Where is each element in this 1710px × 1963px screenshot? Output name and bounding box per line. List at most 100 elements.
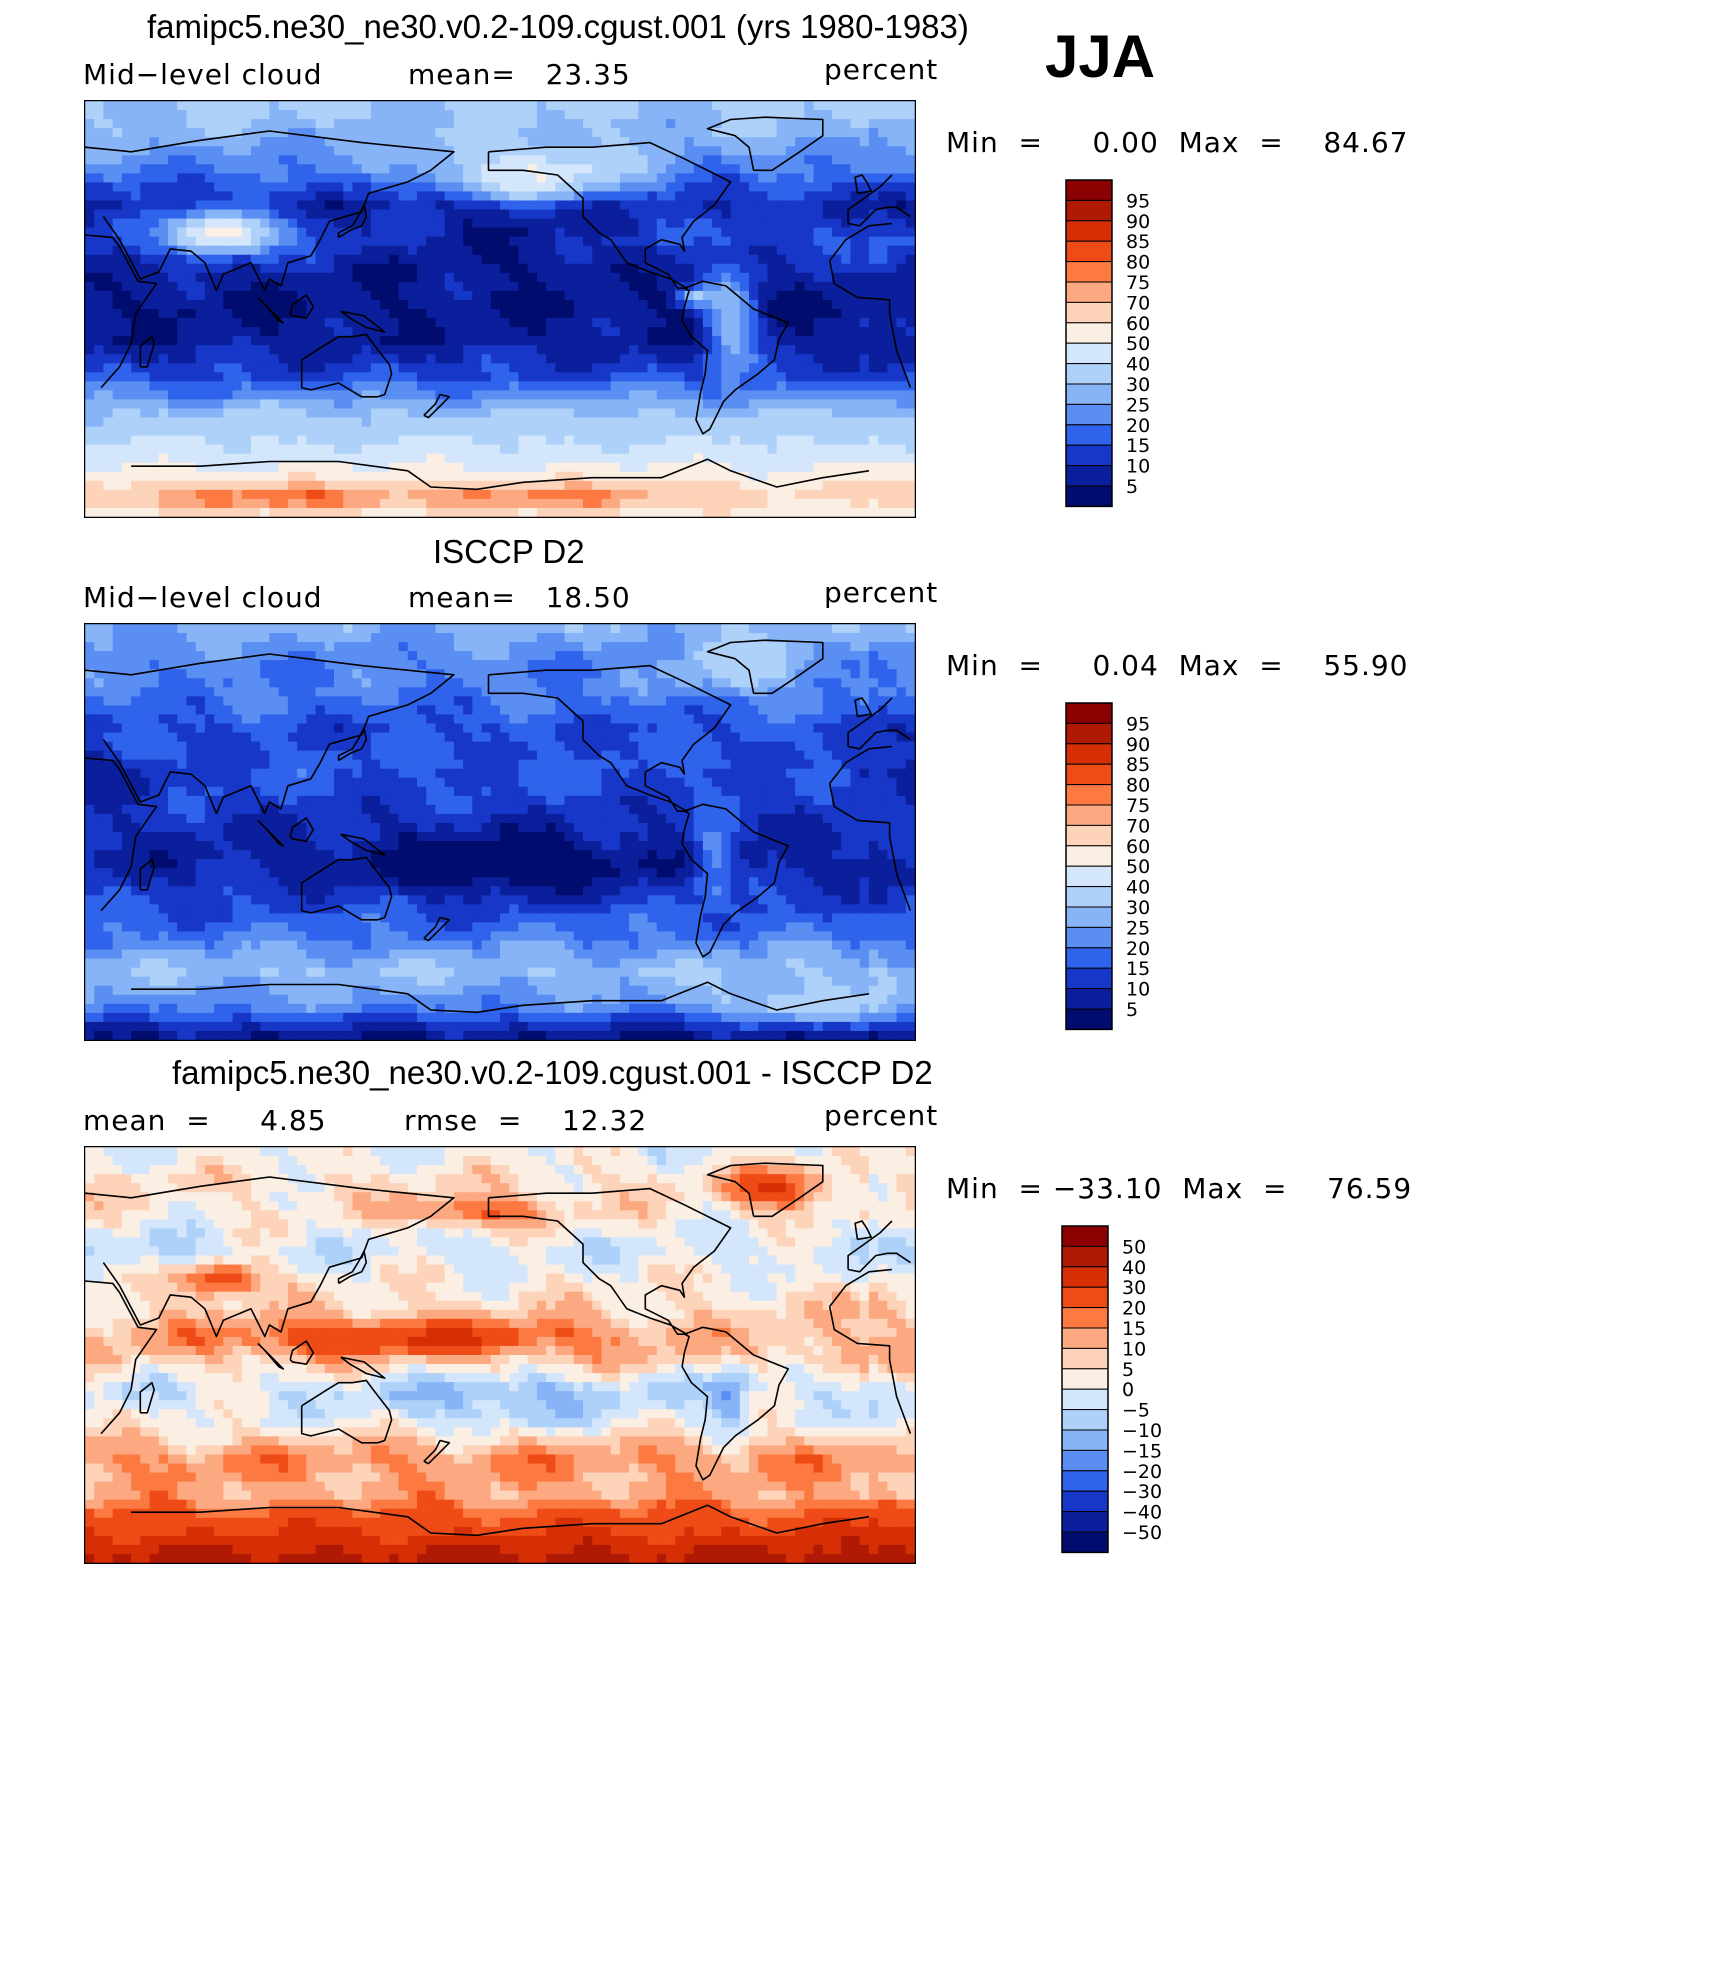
map-cell bbox=[905, 498, 916, 509]
map-cell bbox=[536, 345, 547, 355]
map-cell bbox=[859, 435, 870, 446]
map-cell bbox=[546, 408, 556, 419]
map-cell bbox=[140, 173, 151, 183]
map-cell bbox=[472, 290, 483, 301]
map-cell bbox=[841, 173, 852, 183]
map-cell bbox=[610, 669, 621, 679]
map-cell bbox=[85, 155, 95, 165]
map-cell bbox=[435, 281, 446, 292]
map-cell bbox=[324, 363, 335, 373]
map-cell bbox=[536, 173, 547, 183]
map-cell bbox=[223, 462, 234, 473]
map-cell bbox=[158, 209, 169, 220]
map-cell bbox=[500, 345, 510, 355]
map-cell bbox=[712, 462, 722, 473]
map-cell bbox=[195, 399, 206, 410]
map-cell bbox=[850, 372, 861, 382]
map-cell bbox=[629, 390, 639, 401]
map-cell bbox=[463, 651, 473, 661]
map-cell bbox=[721, 372, 732, 382]
map-cell bbox=[555, 299, 566, 310]
map-cell bbox=[767, 444, 778, 455]
map-cell bbox=[896, 498, 907, 509]
map-cell bbox=[749, 119, 759, 129]
map-cell bbox=[195, 678, 206, 688]
map-cell bbox=[140, 354, 151, 364]
map-cell bbox=[592, 426, 603, 437]
map-cell bbox=[749, 236, 759, 247]
map-cell bbox=[905, 173, 916, 183]
map-cell bbox=[730, 651, 741, 661]
map-cell bbox=[583, 263, 593, 274]
map-cell bbox=[343, 128, 354, 138]
map-cell bbox=[297, 390, 307, 401]
map-cell bbox=[260, 101, 271, 111]
map-cell bbox=[841, 254, 852, 265]
map-cell bbox=[896, 146, 907, 156]
map-cell bbox=[629, 462, 639, 473]
map-cell bbox=[785, 137, 796, 147]
map-cell bbox=[850, 245, 861, 256]
map-cell bbox=[241, 354, 252, 364]
map-cell bbox=[112, 705, 123, 716]
map-cell bbox=[656, 290, 667, 301]
map-cell bbox=[675, 624, 686, 634]
map-cell bbox=[361, 336, 372, 346]
map-cell bbox=[813, 399, 824, 410]
map-cell bbox=[509, 318, 520, 328]
map-cell bbox=[859, 642, 870, 652]
map-cell bbox=[822, 164, 833, 174]
map-cell bbox=[490, 110, 501, 120]
map-cell bbox=[278, 417, 289, 428]
map-cell bbox=[398, 137, 409, 147]
map-cell bbox=[656, 390, 667, 401]
map-cell bbox=[269, 660, 280, 670]
map-cell bbox=[896, 345, 907, 355]
map-cell bbox=[868, 408, 879, 419]
map-cell bbox=[287, 200, 298, 211]
map-cell bbox=[490, 426, 501, 437]
map-cell bbox=[131, 633, 141, 643]
map-cell bbox=[407, 327, 418, 337]
map-cell bbox=[767, 101, 778, 111]
map-cell bbox=[370, 137, 381, 147]
map-cell bbox=[269, 426, 280, 437]
map-cell bbox=[463, 155, 473, 165]
map-cell bbox=[472, 318, 483, 328]
map-cell bbox=[564, 191, 575, 202]
map-cell bbox=[463, 435, 473, 446]
map-cell bbox=[767, 345, 778, 355]
map-cell bbox=[149, 191, 160, 202]
map-cell bbox=[214, 309, 224, 319]
map-cell bbox=[573, 651, 584, 661]
map-cell bbox=[693, 200, 704, 211]
map-cell bbox=[896, 642, 907, 652]
map-cell bbox=[739, 354, 750, 364]
map-cell bbox=[684, 182, 695, 193]
map-cell bbox=[666, 254, 676, 265]
map-cell bbox=[407, 633, 418, 643]
map-cell bbox=[859, 669, 870, 679]
map-cell bbox=[813, 173, 824, 183]
map-cell bbox=[287, 101, 298, 111]
map-cell bbox=[444, 444, 455, 455]
map-cell bbox=[315, 453, 326, 464]
map-cell bbox=[795, 498, 805, 509]
map-cell bbox=[223, 705, 234, 716]
map-cell bbox=[583, 299, 593, 310]
map-cell bbox=[241, 281, 252, 292]
map-cell bbox=[140, 101, 151, 111]
map-cell bbox=[776, 182, 787, 193]
map-cell bbox=[306, 101, 317, 111]
map-cell bbox=[546, 345, 556, 355]
map-cell bbox=[140, 336, 151, 346]
map-cell bbox=[500, 633, 510, 643]
map-cell bbox=[158, 173, 169, 183]
map-cell bbox=[573, 263, 584, 274]
map-cell bbox=[878, 263, 888, 274]
coastline bbox=[423, 393, 451, 419]
panel-2-mean-label: mean= 18.50 bbox=[408, 581, 631, 614]
map-cell bbox=[417, 660, 427, 670]
map-cell bbox=[555, 227, 566, 238]
map-cell bbox=[896, 318, 907, 328]
